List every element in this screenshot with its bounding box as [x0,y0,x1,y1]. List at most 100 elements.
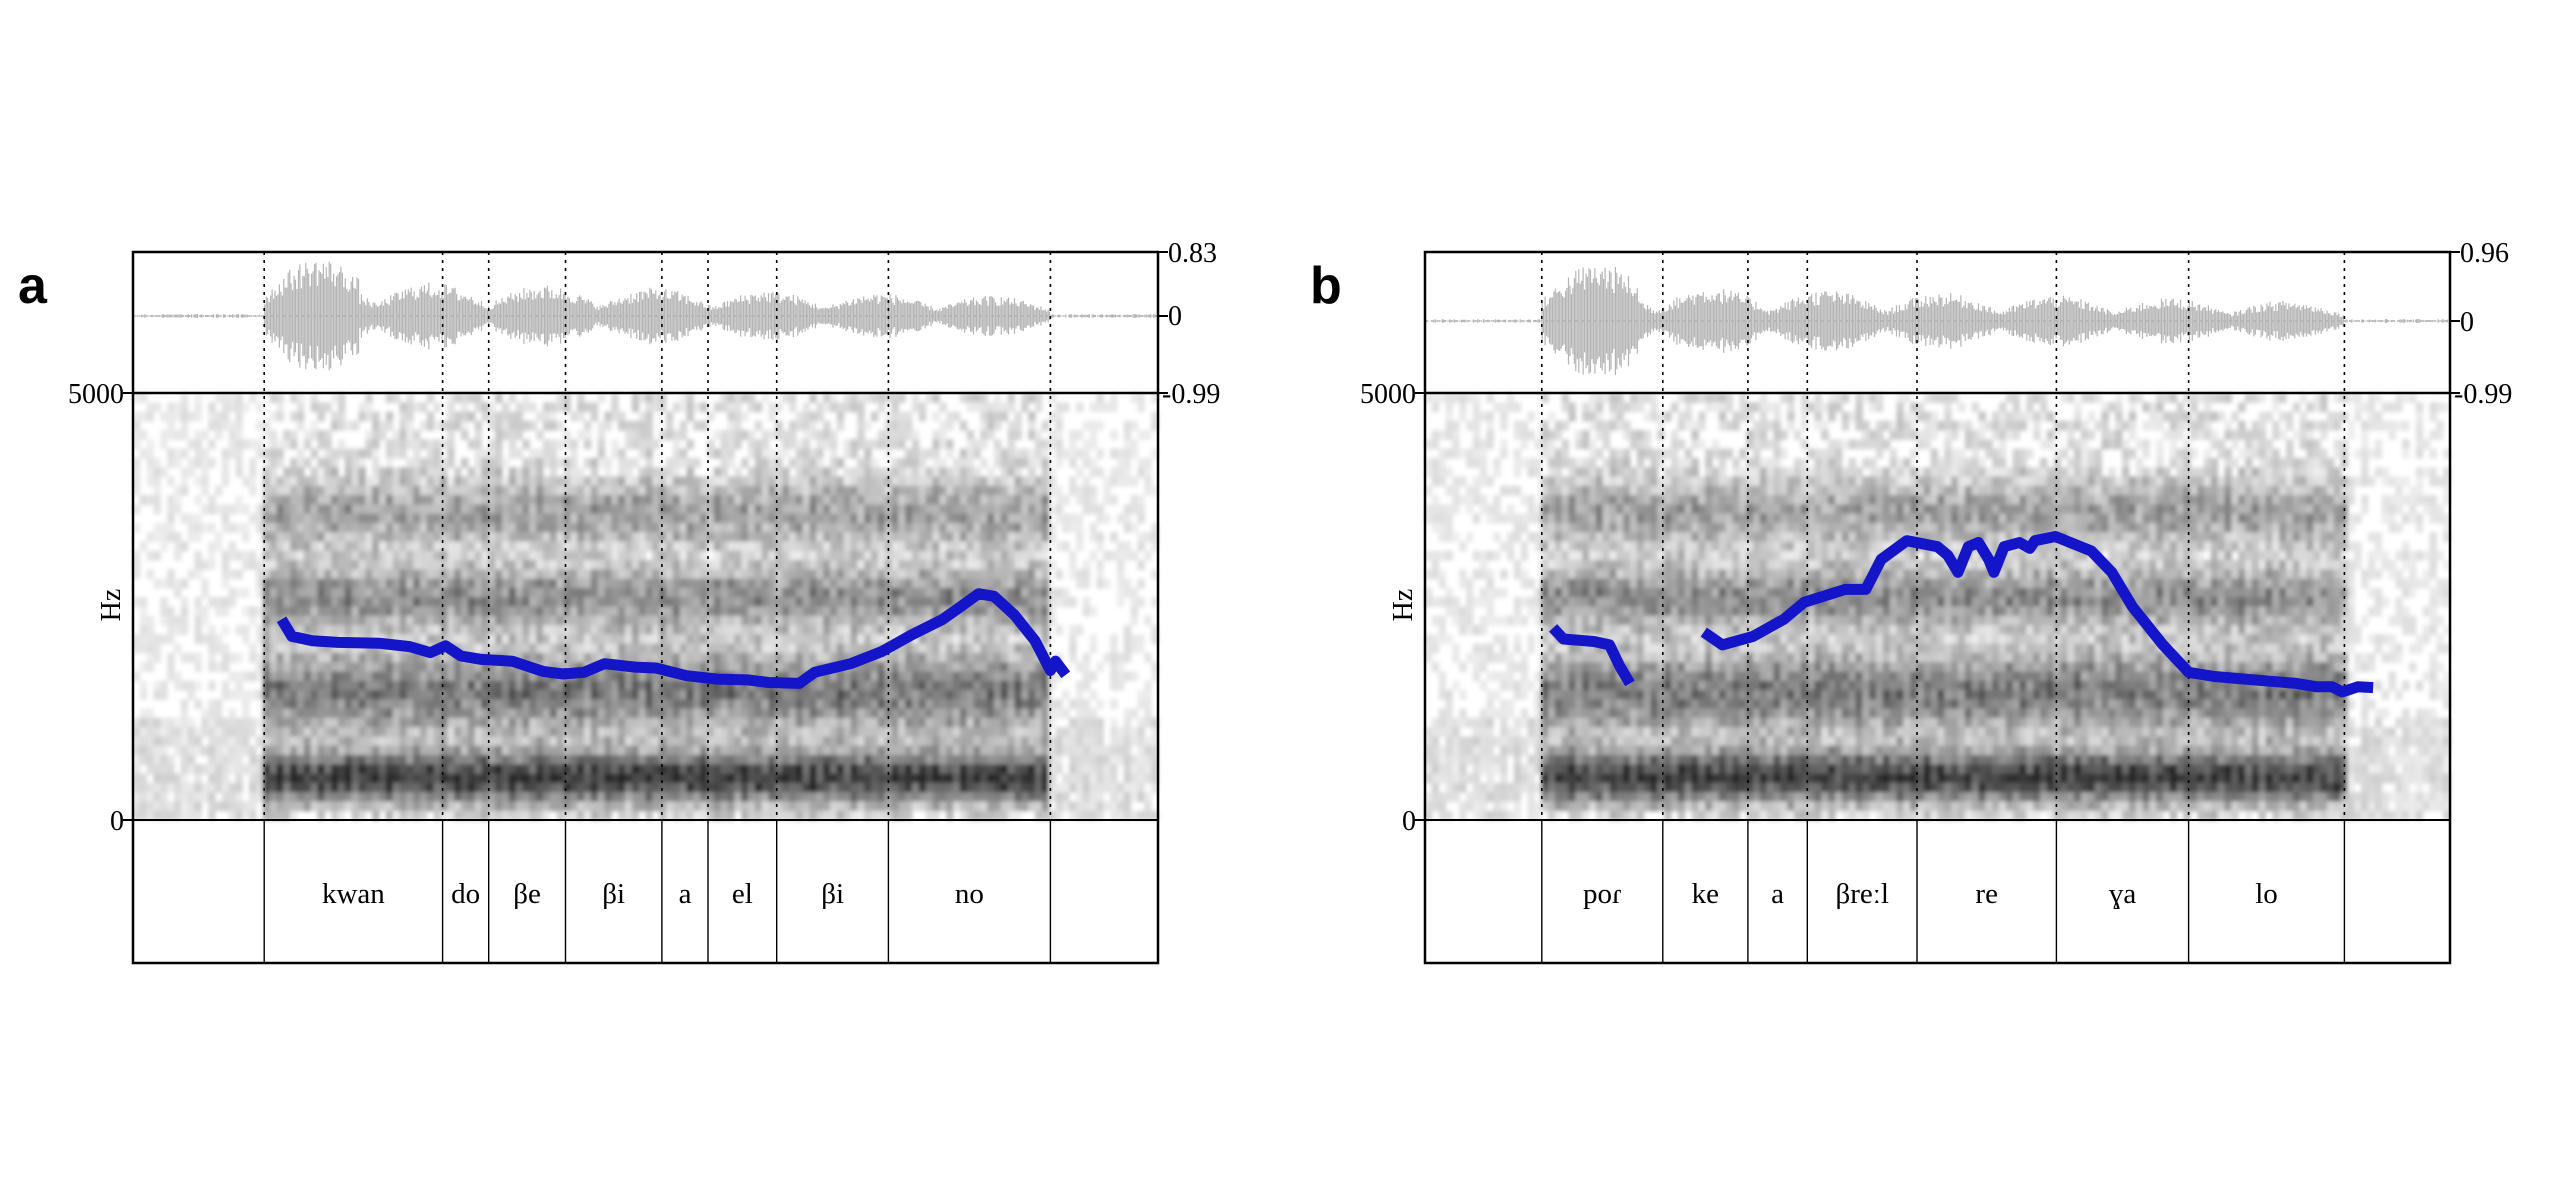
spectrogram-cell [939,532,947,543]
spectrogram-cell [959,801,968,812]
spectrogram-cell [344,671,353,682]
spectrogram-cell [556,745,565,756]
spectrogram-cell [379,662,387,673]
spectrogram-cell [461,782,469,793]
spectrogram-cell [399,439,407,450]
spectrogram-cell [618,587,626,598]
spectrogram-cell [324,439,332,450]
spectrogram-cell [208,634,216,645]
spectrogram-cell [713,402,722,413]
spectrogram-cell [297,708,305,719]
spectrogram-cell [918,755,927,765]
spectrogram-cell [358,625,366,635]
spectrogram-cell [201,717,209,728]
spectrogram-cell [584,578,592,589]
spectrogram-cell [317,736,325,747]
spectrogram-cell [392,578,401,589]
spectrogram-cell [720,727,729,738]
spectrogram-cell [659,606,667,617]
spectrogram-cell [303,560,312,570]
spectrogram-cell [433,764,442,775]
spectrogram-cell [809,411,817,422]
spectrogram-cell [344,680,353,691]
spectrogram-cell [590,606,599,617]
spectrogram-cell [522,801,530,812]
spectrogram-cell [474,615,483,626]
spectrogram-cell [645,671,653,682]
spectrogram-cell [707,587,715,598]
spectrogram-cell [884,485,893,496]
spectrogram-cell [597,541,606,552]
spectrogram-cell [215,485,223,496]
spectrogram-cell [584,680,592,691]
spectrogram-cell [133,671,141,682]
spectrogram-cell [215,773,223,784]
spectrogram-cell [666,690,674,700]
spectrogram-cell [679,680,688,691]
spectrogram-cell [454,680,462,691]
spectrogram-cell [420,810,428,821]
spectrogram-cell [932,439,940,450]
spectrogram-cell [966,736,975,747]
spectrogram-cell [590,504,599,515]
spectrogram-cell [351,615,360,626]
spectrogram-cell [187,792,196,803]
spectrogram-cell [590,764,599,775]
spectrogram-cell [488,606,496,617]
spectrogram-cell [932,458,940,468]
spectrogram-cell [775,708,783,719]
spectrogram-cell [160,727,168,738]
spectrogram-cell [385,671,394,682]
spectrogram-cell [775,458,783,468]
spectrogram-cell [905,755,913,765]
spectrogram-cell [324,587,332,598]
spectrogram-cell [953,717,961,728]
spectrogram-cell [932,560,940,570]
spectrogram-cell [707,764,715,775]
spectrogram-cell [297,615,305,626]
spectrogram-cell [433,467,442,478]
spectrogram-cell [420,662,428,673]
spectrogram-cell [221,393,230,403]
spectrogram-cell [789,773,797,784]
spectrogram-cell [932,578,940,589]
spectrogram-cell [563,393,571,403]
spectrogram-cell [836,495,845,505]
spectrogram-cell [836,699,845,710]
spectrogram-cell [713,764,722,775]
spectrogram-cell [461,606,469,617]
spectrogram-cell [713,550,722,561]
spectrogram-cell [495,393,503,403]
spectrogram-cell [734,485,742,496]
spectrogram-cell [830,439,838,450]
spectrogram-cell [454,569,462,580]
spectrogram-cell [823,578,831,589]
spectrogram-cell [351,717,360,728]
spectrogram-cell [946,652,954,663]
spectrogram-cell [939,495,947,505]
spectrogram-cell [836,801,845,812]
spectrogram-cell [426,550,435,561]
spectrogram-cell [406,569,414,580]
spectrogram-cell [679,717,688,728]
spectrogram-cell [939,773,947,784]
spectrogram-cell [795,587,804,598]
spectrogram-cell [625,458,633,468]
spectrogram-cell [693,810,701,821]
spectrogram-cell [748,792,756,803]
spectrogram-cell [563,708,571,719]
spectrogram-cell [454,717,462,728]
spectrogram-cell [338,810,346,821]
spectrogram-cell [495,615,503,626]
spectrogram-cell [877,393,886,403]
spectrogram-cell [297,652,305,663]
spectrogram-cell [495,411,503,422]
spectrogram-cell [871,597,879,608]
spectrogram-cell [413,755,421,765]
spectrogram-cell [426,792,435,803]
spectrogram-cell [905,801,913,812]
spectrogram-cell [324,402,332,413]
spectrogram-cell [440,801,448,812]
spectrogram-cell [850,773,858,784]
spectrogram-cell [139,615,148,626]
